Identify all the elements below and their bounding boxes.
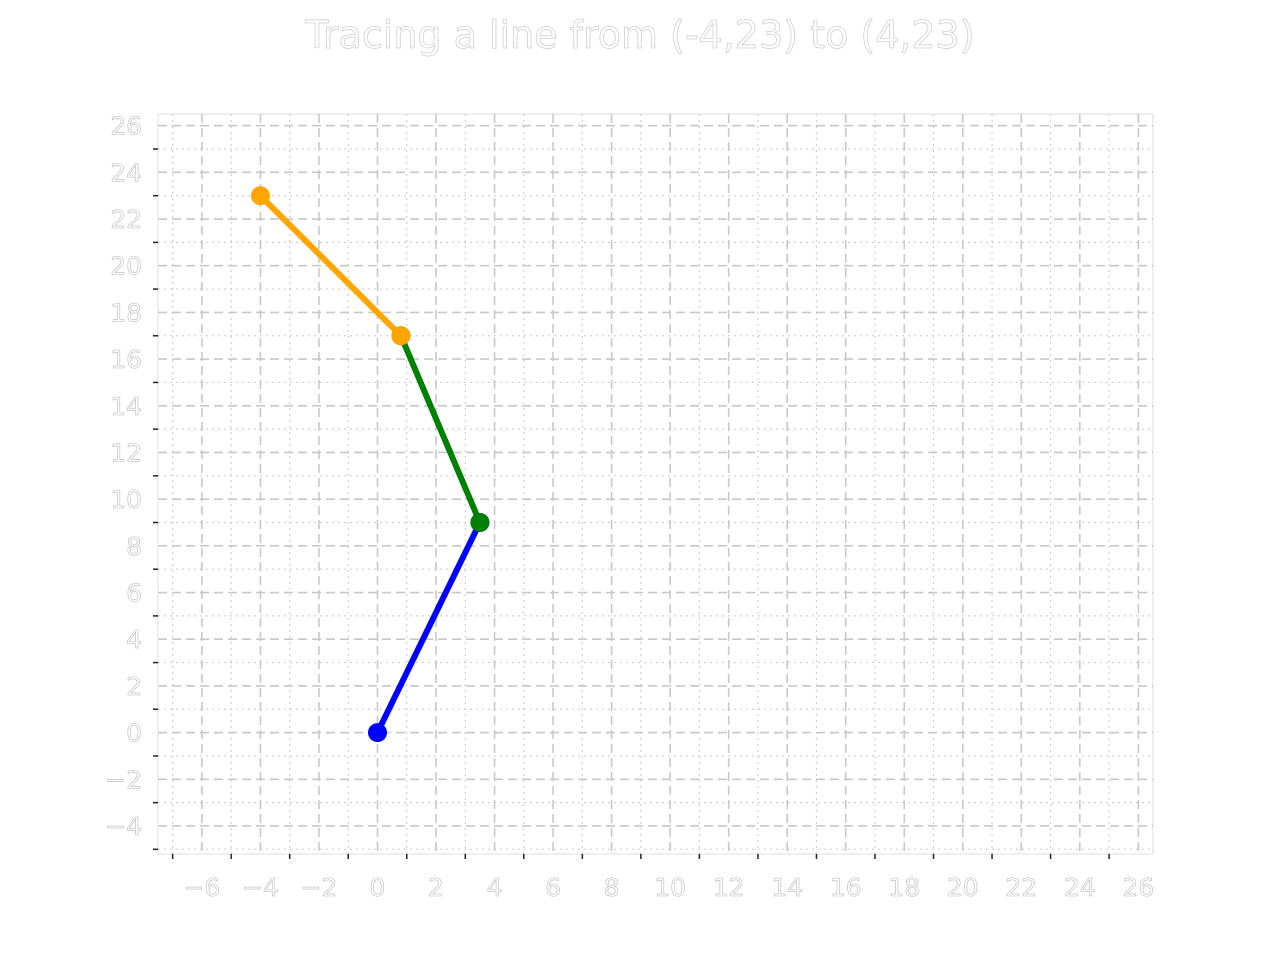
y-tick-label: 2 [126, 672, 142, 701]
data-point [391, 326, 411, 346]
y-tick-label: −2 [105, 765, 142, 794]
x-tick-label: 10 [654, 873, 686, 902]
y-tick-label: 18 [110, 298, 142, 327]
x-axis-tick-labels: −6 −4 −2 0 2 4 6 8 10 12 14 16 18 20 22 24 26 [183, 873, 1154, 903]
y-tick-label: 16 [110, 345, 142, 374]
x-tick-label: 0 [370, 873, 386, 902]
x-tick-label: 12 [713, 873, 745, 902]
x-tick-label: 22 [1005, 873, 1037, 902]
y-tick-label: 8 [126, 532, 142, 561]
chart-title: Tracing a line from (-4,23) to (4,23) [304, 13, 974, 57]
y-tick-label: 6 [126, 579, 142, 608]
x-tick-label: 6 [545, 873, 561, 902]
y-tick-label: 14 [110, 392, 142, 421]
y-tick-label: 24 [110, 158, 142, 187]
x-tick-label: 26 [1122, 873, 1154, 902]
data-point [250, 186, 270, 206]
data-point [470, 513, 490, 533]
x-tick-label: 2 [428, 873, 444, 902]
x-tick-label: 8 [604, 873, 620, 902]
x-tick-label: −4 [242, 873, 279, 902]
y-tick-label: 4 [126, 625, 142, 654]
series-line [397, 332, 483, 526]
y-tick-label: 20 [110, 252, 142, 281]
x-tick-label: 24 [1064, 873, 1096, 902]
series-line [374, 519, 483, 736]
y-tick-label: −4 [105, 812, 142, 841]
x-tick-label: 18 [888, 873, 920, 902]
y-tick-label: 26 [110, 112, 142, 141]
x-tick-label: −6 [183, 873, 220, 902]
x-tick-label: −2 [301, 873, 338, 902]
y-tick-label: 22 [110, 205, 142, 234]
data-series [250, 186, 490, 743]
y-tick-label: 0 [126, 719, 142, 748]
x-tick-label: 14 [771, 873, 803, 902]
y-tick-label: 10 [110, 485, 142, 514]
data-point [367, 723, 387, 743]
x-tick-label: 20 [947, 873, 979, 902]
x-tick-label: 16 [830, 873, 862, 902]
axis-ticks [150, 124, 1140, 862]
x-tick-label: 4 [487, 873, 503, 902]
grid-lines [158, 114, 1153, 854]
series-line [257, 192, 404, 339]
y-tick-label: 12 [110, 438, 142, 467]
plot-area [157, 113, 1154, 855]
